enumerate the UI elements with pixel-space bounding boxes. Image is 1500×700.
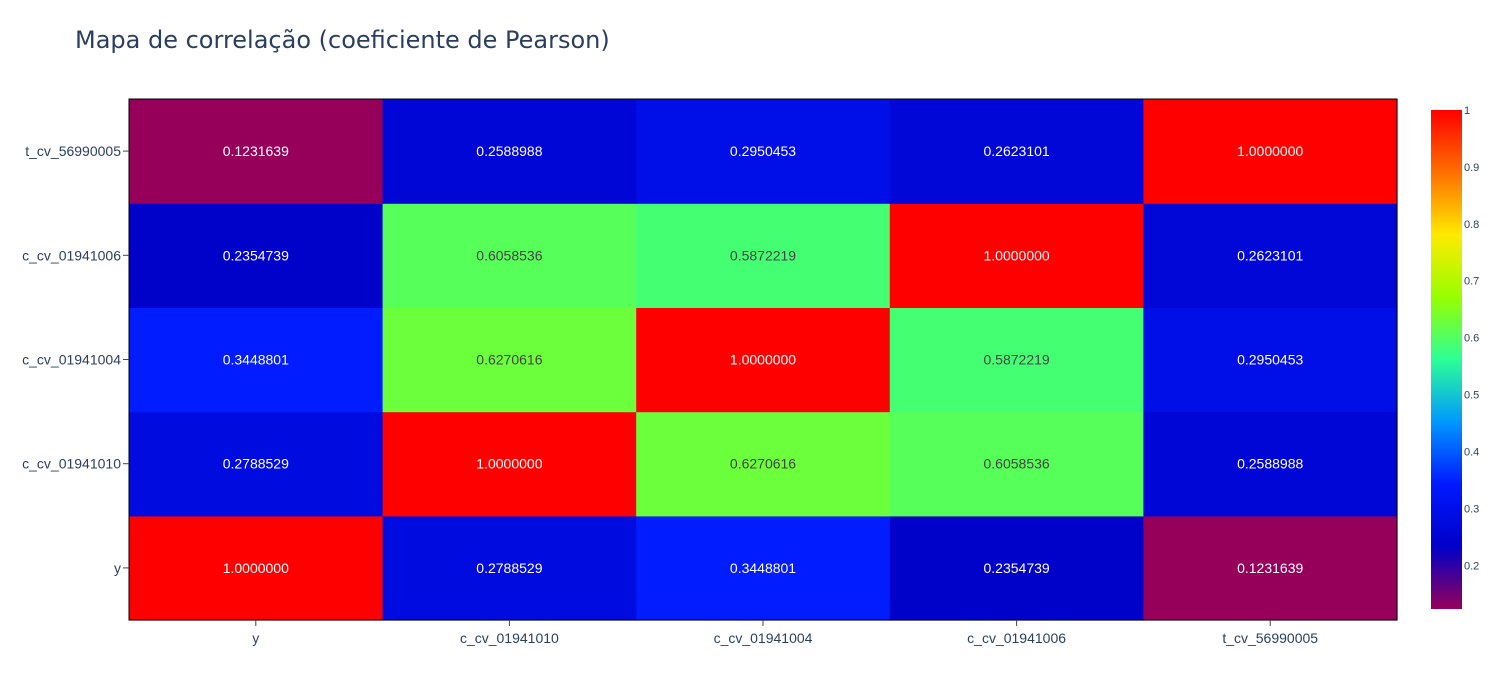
x-tick-label-4: t_cv_56990005 (1222, 630, 1318, 646)
heatmap-cell-4-3 (889, 99, 1144, 204)
heatmap-cell-0-2 (636, 515, 891, 621)
cell-value-label-2-3: 0.5872219 (984, 352, 1050, 368)
colorbar-gradient (1431, 110, 1462, 609)
heatmap-cell-2-4 (1143, 307, 1398, 413)
heatmap-cell-2-3 (889, 307, 1144, 413)
y-tick-label-3: c_cv_01941006 (22, 247, 121, 263)
colorbar-tick-label-1: 0.3 (1464, 503, 1479, 515)
y-tick-label-0: y (114, 560, 121, 576)
cell-value-label-1-4: 0.2588988 (1237, 456, 1303, 472)
heatmap-cell-1-4 (1143, 411, 1398, 517)
y-axis: y c_cv_01941010 c_cv_01941004 c_cv_01941006… (22, 143, 129, 576)
colorbar-tick-label-4: 0.6 (1464, 333, 1479, 345)
x-axis: y c_cv_01941010 c_cv_01941004 c_cv_01941006… (252, 620, 1318, 646)
heatmap-cell-1-2 (636, 411, 891, 517)
x-tick-label-1: c_cv_01941010 (460, 630, 559, 646)
heatmap-cell-0-1 (382, 515, 637, 621)
cell-value-label-1-2: 0.6270616 (730, 456, 796, 472)
cell-value-label-0-1: 0.2788529 (476, 560, 542, 576)
cell-value-label-2-2: 1.0000000 (730, 352, 796, 368)
heatmap-cell-4-4 (1143, 99, 1398, 204)
cell-value-label-1-1: 1.0000000 (476, 456, 542, 472)
cell-value-label-4-2: 0.2950453 (730, 143, 796, 159)
colorbar-tick-label-2: 0.4 (1464, 446, 1479, 458)
heatmap-cell-3-0 (129, 203, 384, 308)
colorbar-tick-label-8: 1 (1464, 105, 1470, 117)
x-tick-label-0: y (252, 630, 259, 646)
heatmap-cell-3-2 (636, 203, 891, 308)
colorbar-tick-label-6: 0.8 (1464, 219, 1479, 231)
cell-value-label-0-0: 1.0000000 (223, 560, 289, 576)
x-tick-label-2: c_cv_01941004 (714, 630, 813, 646)
heatmap-cells (129, 99, 1398, 621)
chart-title: Mapa de correlação (coeficiente de Pears… (75, 26, 610, 54)
cell-value-labels: 1.0000000 0.2788529 0.3448801 0.2354739 0.12… (223, 143, 1304, 576)
cell-value-label-3-2: 0.5872219 (730, 247, 796, 263)
cell-value-label-4-1: 0.2588988 (476, 143, 542, 159)
cell-value-label-1-3: 0.6058536 (984, 456, 1050, 472)
cell-value-label-4-0: 0.1231639 (223, 143, 289, 159)
heatmap-cell-3-3 (889, 203, 1144, 308)
cell-value-label-3-1: 0.6058536 (476, 247, 542, 263)
y-tick-label-2: c_cv_01941004 (22, 352, 121, 368)
heatmap-cell-3-4 (1143, 203, 1398, 308)
heatmap-cell-2-1 (382, 307, 637, 413)
cell-value-label-3-0: 0.2354739 (223, 247, 289, 263)
heatmap-cell-1-0 (129, 411, 384, 517)
heatmap-cell-1-3 (889, 411, 1144, 517)
heatmap-cell-2-0 (129, 307, 384, 413)
heatmap-cell-0-4 (1143, 515, 1398, 621)
colorbar: 0.2 0.3 0.4 0.5 0.6 0.7 0.8 0.9 1 (1431, 105, 1479, 609)
cell-value-label-3-3: 1.0000000 (984, 247, 1050, 263)
heatmap-cell-4-2 (636, 99, 891, 204)
colorbar-tick-label-3: 0.5 (1464, 390, 1479, 402)
colorbar-tick-label-0: 0.2 (1464, 560, 1479, 572)
y-tick-label-4: t_cv_56990005 (25, 143, 121, 159)
heatmap-cell-4-1 (382, 99, 637, 204)
colorbar-tick-label-5: 0.7 (1464, 276, 1479, 288)
heatmap-cell-2-2 (636, 307, 891, 413)
heatmap-cell-0-0 (129, 515, 384, 621)
cell-value-label-2-1: 0.6270616 (476, 352, 542, 368)
heatmap-cell-1-1 (382, 411, 637, 517)
heatmap-cell-3-1 (382, 203, 637, 308)
cell-value-label-2-0: 0.3448801 (223, 352, 289, 368)
cell-value-label-0-2: 0.3448801 (730, 560, 796, 576)
cell-value-label-0-4: 0.1231639 (1237, 560, 1303, 576)
colorbar-tick-label-7: 0.9 (1464, 162, 1479, 174)
x-tick-label-3: c_cv_01941006 (967, 630, 1066, 646)
y-tick-label-1: c_cv_01941010 (22, 456, 121, 472)
cell-value-label-4-4: 1.0000000 (1237, 143, 1303, 159)
cell-value-label-2-4: 0.2950453 (1237, 352, 1303, 368)
cell-value-label-0-3: 0.2354739 (984, 560, 1050, 576)
cell-value-label-1-0: 0.2788529 (223, 456, 289, 472)
cell-value-label-3-4: 0.2623101 (1237, 247, 1303, 263)
heatmap-cell-0-3 (889, 515, 1144, 621)
heatmap-cell-4-0 (129, 99, 384, 204)
cell-value-label-4-3: 0.2623101 (984, 143, 1050, 159)
